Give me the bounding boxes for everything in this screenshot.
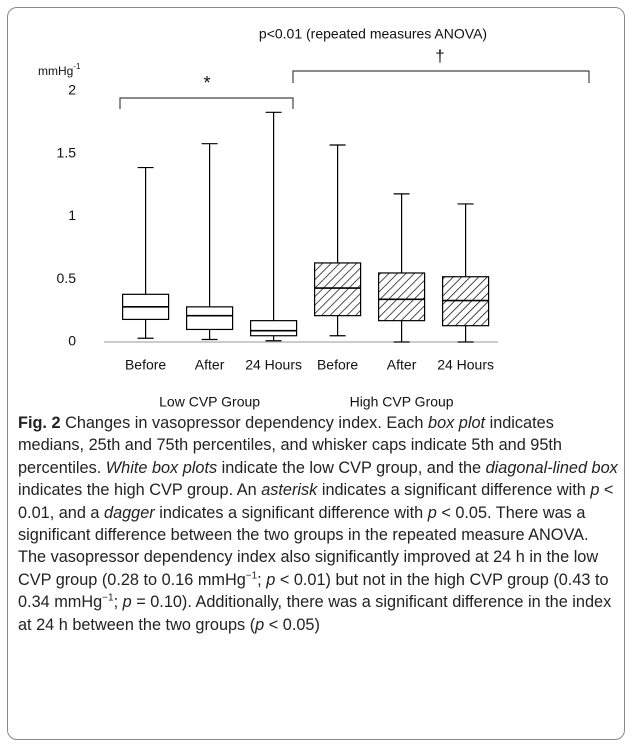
y-unit: mmHg-1 — [38, 62, 81, 78]
box — [314, 262, 362, 317]
caption-text: < 0.01) but not in the high CVP group (0… — [18, 570, 609, 612]
box — [186, 306, 234, 331]
caption-text: < 0.05) — [264, 615, 320, 634]
caption-sup: −1 — [102, 592, 114, 604]
caption-text: ; — [113, 593, 123, 612]
caption-text: = 0.10). Additionally, there was a signi… — [18, 593, 612, 634]
chart-title: p<0.01 (repeated measures ANOVA) — [259, 26, 487, 42]
caption-italic: p — [427, 503, 437, 522]
annotation: † — [435, 46, 444, 65]
y-tick-label: 1.5 — [57, 144, 77, 160]
caption-italic: dagger — [104, 503, 155, 522]
x-tick-label: 24 Hours — [437, 357, 494, 373]
x-tick-label: Before — [317, 357, 358, 373]
caption-text: indicates the high CVP group. An — [18, 481, 262, 500]
caption-italic: p — [266, 570, 276, 589]
caption-text: ; — [257, 570, 267, 589]
caption-italic: p — [122, 593, 132, 612]
box — [378, 272, 426, 322]
caption-text: indicates a significant difference with — [154, 503, 428, 522]
x-tick-label: 24 Hours — [245, 357, 302, 373]
box — [250, 320, 298, 337]
caption-italic: White box plots — [105, 458, 218, 477]
caption: Fig. 2 Changes in vasopressor dependency… — [18, 412, 618, 636]
annotation: * — [203, 73, 210, 93]
figure-frame — [7, 7, 625, 740]
y-tick-label: 0.5 — [57, 270, 77, 286]
caption-text: < 0.01, and a — [18, 481, 614, 522]
caption-italic: p — [255, 615, 265, 634]
caption-sup: −1 — [245, 570, 258, 582]
caption-italic: p — [590, 481, 600, 500]
x-tick-label: Before — [125, 357, 166, 373]
caption-italic: diagonal-lined box — [485, 458, 618, 477]
y-tick-label: 2 — [68, 82, 76, 98]
caption-text: < 0.05. There was a significant differen… — [18, 503, 599, 589]
caption-text: indicates a significant difference with — [317, 481, 591, 500]
x-tick-label: After — [195, 357, 225, 373]
y-unit-base: mmHg — [38, 64, 73, 78]
caption-italic: box plot — [428, 414, 486, 432]
caption-label: Fig. 2 — [18, 414, 61, 432]
y-tick-label: 0 — [68, 333, 76, 349]
caption-italic: asterisk — [261, 481, 318, 500]
chart: p<0.01 (repeated measures ANOVA) mmHg-1 … — [38, 26, 590, 410]
caption-text: indicate the low CVP group, and the — [217, 458, 486, 477]
x-tick-label: After — [387, 357, 417, 373]
group-label: Low CVP Group — [159, 394, 260, 410]
caption-text: Changes in vasopressor dependency index.… — [65, 414, 429, 432]
group-label: High CVP Group — [350, 394, 454, 410]
bracket — [119, 97, 294, 109]
y-unit-sup: -1 — [73, 62, 81, 71]
caption-text: indicates medians, 25th and 75th percent… — [18, 414, 562, 477]
bracket — [292, 70, 590, 83]
y-tick-label: 1 — [68, 207, 76, 223]
